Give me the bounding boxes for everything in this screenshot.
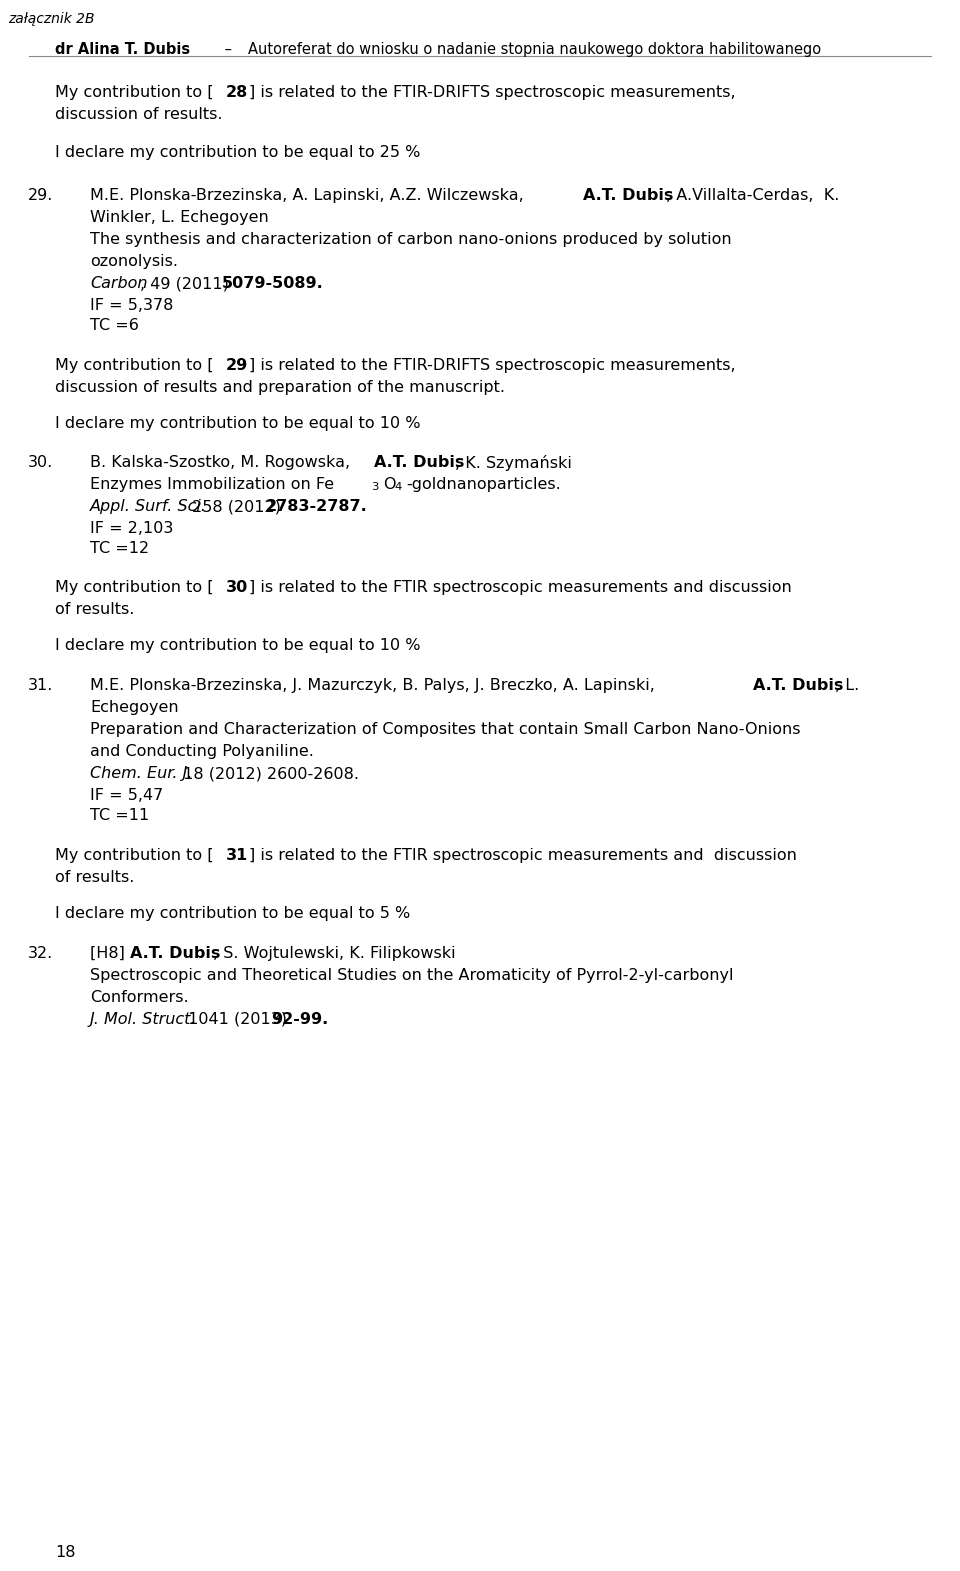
Text: ] is related to the FTIR-DRIFTS spectroscopic measurements,: ] is related to the FTIR-DRIFTS spectros… (249, 358, 735, 372)
Text: 28: 28 (226, 85, 249, 101)
Text: IF = 5,47: IF = 5,47 (90, 789, 163, 803)
Text: Chem. Eur. J.: Chem. Eur. J. (90, 767, 193, 781)
Text: ozonolysis.: ozonolysis. (90, 255, 178, 269)
Text: , K. Szymański: , K. Szymański (455, 456, 572, 471)
Text: , S. Wojtulewski, K. Filipkowski: , S. Wojtulewski, K. Filipkowski (213, 946, 456, 961)
Text: I declare my contribution to be equal to 10 %: I declare my contribution to be equal to… (55, 638, 420, 654)
Text: TC =6: TC =6 (90, 317, 139, 333)
Text: of results.: of results. (55, 870, 134, 884)
Text: załącznik 2B: załącznik 2B (8, 13, 94, 27)
Text: 5079-5089.: 5079-5089. (222, 276, 324, 291)
Text: ] is related to the FTIR-DRIFTS spectroscopic measurements,: ] is related to the FTIR-DRIFTS spectros… (249, 85, 735, 101)
Text: My contribution to [: My contribution to [ (55, 580, 213, 595)
Text: I declare my contribution to be equal to 5 %: I declare my contribution to be equal to… (55, 906, 410, 921)
Text: Enzymes Immobilization on Fe: Enzymes Immobilization on Fe (90, 478, 334, 492)
Text: M.E. Plonska-Brzezinska, A. Lapinski, A.Z. Wilczewska,: M.E. Plonska-Brzezinska, A. Lapinski, A.… (90, 189, 529, 203)
Text: I declare my contribution to be equal to 10 %: I declare my contribution to be equal to… (55, 416, 420, 430)
Text: 2783-2787.: 2783-2787. (266, 500, 368, 514)
Text: Conformers.: Conformers. (90, 990, 188, 1005)
Text: My contribution to [: My contribution to [ (55, 85, 213, 101)
Text: A.T. Dubis: A.T. Dubis (374, 456, 465, 470)
Text: 3: 3 (371, 482, 378, 492)
Text: Appl. Surf. Sci.: Appl. Surf. Sci. (90, 500, 207, 514)
Text: discussion of results.: discussion of results. (55, 107, 223, 123)
Text: , A.Villalta-Cerdas,  K.: , A.Villalta-Cerdas, K. (666, 189, 839, 203)
Text: A.T. Dubis: A.T. Dubis (130, 946, 221, 961)
Text: -goldnanoparticles.: -goldnanoparticles. (406, 478, 561, 492)
Text: 92-99.: 92-99. (271, 1012, 328, 1027)
Text: M.E. Plonska-Brzezinska, J. Mazurczyk, B. Palys, J. Breczko, A. Lapinski,: M.E. Plonska-Brzezinska, J. Mazurczyk, B… (90, 679, 660, 693)
Text: and Conducting Polyaniline.: and Conducting Polyaniline. (90, 745, 314, 759)
Text: 4: 4 (394, 482, 401, 492)
Text: Spectroscopic and Theoretical Studies on the Aromaticity of Pyrrol-2-yl-carbonyl: Spectroscopic and Theoretical Studies on… (90, 968, 733, 983)
Text: –: – (220, 42, 236, 57)
Text: [H8]: [H8] (90, 946, 130, 961)
Text: discussion of results and preparation of the manuscript.: discussion of results and preparation of… (55, 380, 505, 394)
Text: 18: 18 (55, 1544, 76, 1560)
Text: 30: 30 (226, 580, 249, 595)
Text: A.T. Dubis: A.T. Dubis (753, 679, 844, 693)
Text: 31: 31 (226, 848, 249, 862)
Text: My contribution to [: My contribution to [ (55, 358, 213, 372)
Text: 31.: 31. (28, 679, 54, 693)
Text: The synthesis and characterization of carbon nano-onions produced by solution: The synthesis and characterization of ca… (90, 233, 732, 247)
Text: dr Alina T. Dubis: dr Alina T. Dubis (55, 42, 190, 57)
Text: Echegoyen: Echegoyen (90, 701, 179, 715)
Text: O: O (383, 478, 396, 492)
Text: 1041 (2013): 1041 (2013) (183, 1012, 292, 1027)
Text: , L.: , L. (835, 679, 859, 693)
Text: IF = 2,103: IF = 2,103 (90, 522, 174, 536)
Text: Winkler, L. Echegoyen: Winkler, L. Echegoyen (90, 211, 269, 225)
Text: 258 (2012): 258 (2012) (187, 500, 286, 514)
Text: ] is related to the FTIR spectroscopic measurements and discussion: ] is related to the FTIR spectroscopic m… (249, 580, 792, 595)
Text: Carbon: Carbon (90, 276, 148, 291)
Text: 29: 29 (226, 358, 249, 372)
Text: IF = 5,378: IF = 5,378 (90, 298, 174, 313)
Text: 30.: 30. (28, 456, 53, 470)
Text: A.T. Dubis: A.T. Dubis (583, 189, 673, 203)
Text: J. Mol. Struct.: J. Mol. Struct. (90, 1012, 197, 1027)
Text: 18 (2012) 2600-2608.: 18 (2012) 2600-2608. (178, 767, 359, 781)
Text: I declare my contribution to be equal to 25 %: I declare my contribution to be equal to… (55, 145, 420, 160)
Text: My contribution to [: My contribution to [ (55, 848, 213, 862)
Text: TC =11: TC =11 (90, 807, 149, 823)
Text: Preparation and Characterization of Composites that contain Small Carbon Nano-On: Preparation and Characterization of Comp… (90, 723, 801, 737)
Text: TC =12: TC =12 (90, 540, 149, 556)
Text: , 49 (2011): , 49 (2011) (140, 276, 234, 291)
Text: B. Kalska-Szostko, M. Rogowska,: B. Kalska-Szostko, M. Rogowska, (90, 456, 355, 470)
Text: 29.: 29. (28, 189, 54, 203)
Text: ] is related to the FTIR spectroscopic measurements and  discussion: ] is related to the FTIR spectroscopic m… (249, 848, 797, 862)
Text: 32.: 32. (28, 946, 53, 961)
Text: Autoreferat do wniosku o nadanie stopnia naukowego doktora habilitowanego: Autoreferat do wniosku o nadanie stopnia… (248, 42, 821, 57)
Text: of results.: of results. (55, 602, 134, 617)
